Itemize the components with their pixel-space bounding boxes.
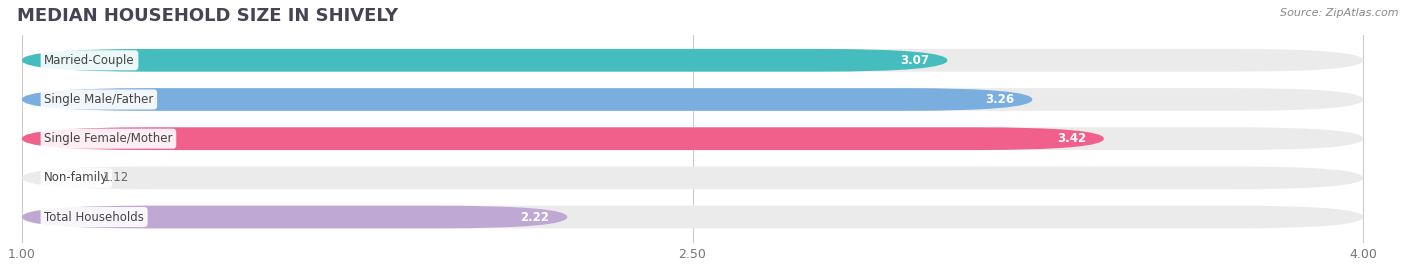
Text: Source: ZipAtlas.com: Source: ZipAtlas.com — [1281, 8, 1399, 18]
FancyBboxPatch shape — [22, 166, 1364, 189]
Text: Single Female/Mother: Single Female/Mother — [44, 132, 173, 145]
Text: 3.42: 3.42 — [1057, 132, 1085, 145]
FancyBboxPatch shape — [22, 206, 1364, 228]
Text: Non-family: Non-family — [44, 171, 108, 184]
Text: Total Households: Total Households — [44, 211, 143, 224]
Text: 2.22: 2.22 — [520, 211, 550, 224]
FancyBboxPatch shape — [22, 88, 1032, 111]
Text: 3.26: 3.26 — [986, 93, 1015, 106]
Text: MEDIAN HOUSEHOLD SIZE IN SHIVELY: MEDIAN HOUSEHOLD SIZE IN SHIVELY — [17, 7, 398, 25]
FancyBboxPatch shape — [22, 127, 1364, 150]
FancyBboxPatch shape — [22, 127, 1104, 150]
Text: 3.07: 3.07 — [901, 54, 929, 67]
Text: 1.12: 1.12 — [103, 171, 128, 184]
FancyBboxPatch shape — [22, 49, 1364, 72]
Text: Single Male/Father: Single Male/Father — [44, 93, 153, 106]
FancyBboxPatch shape — [22, 206, 568, 228]
FancyBboxPatch shape — [22, 88, 1364, 111]
FancyBboxPatch shape — [22, 49, 948, 72]
Text: Married-Couple: Married-Couple — [44, 54, 135, 67]
